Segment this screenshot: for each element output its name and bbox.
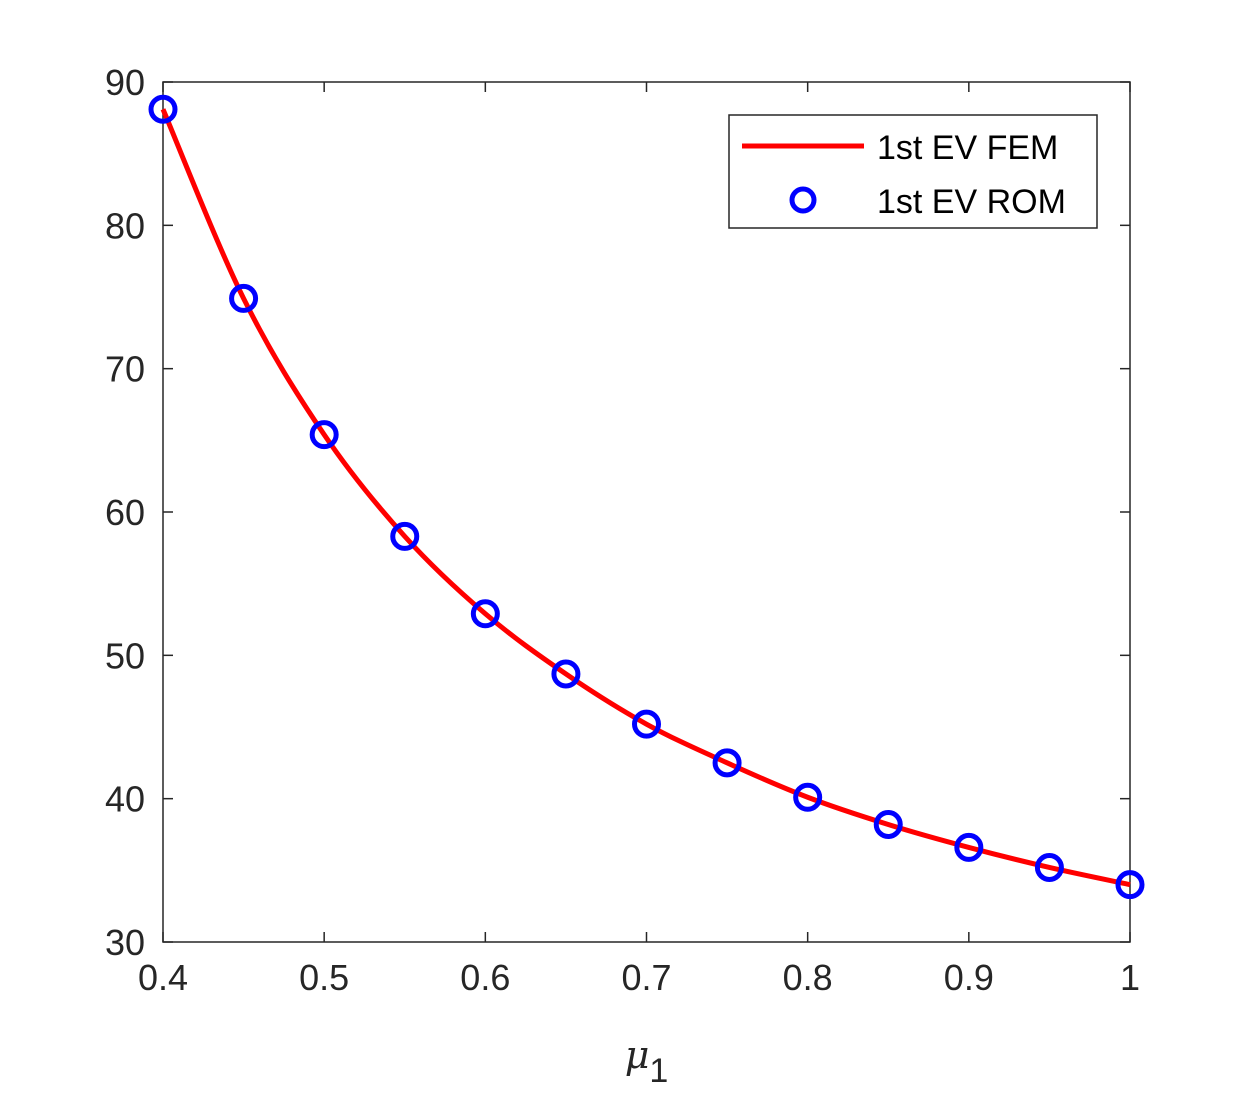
x-axis-label-subscript: 1: [649, 1052, 668, 1090]
y-tick-label: 90: [105, 62, 145, 103]
legend-marker-swatch: [789, 186, 817, 214]
x-tick-label: 0.7: [621, 957, 671, 998]
y-tick-label: 70: [105, 349, 145, 390]
rom-marker: [873, 809, 903, 839]
legend-label-rom: 1st EV ROM: [877, 183, 1066, 221]
rom-marker: [1034, 852, 1064, 882]
series-line-fem: [160, 108, 1131, 888]
rom-marker: [551, 659, 581, 689]
x-tick-label: 0.6: [460, 957, 510, 998]
x-axis-label: μ1: [625, 1033, 669, 1090]
rom-marker: [470, 599, 500, 629]
rom-marker: [148, 94, 178, 124]
y-tick-label: 50: [105, 635, 145, 676]
legend-box: [728, 114, 1098, 229]
rom-marker: [712, 748, 742, 778]
x-tick-label: 1: [1120, 957, 1140, 998]
x-axis-label-symbol: μ: [625, 1033, 650, 1077]
x-tick-label: 0.4: [138, 957, 188, 998]
legend: 1st EV FEM 1st EV ROM: [728, 114, 1098, 229]
rom-marker: [793, 782, 823, 812]
y-tick-label: 30: [105, 922, 145, 963]
axis-ticks: [162, 81, 1131, 943]
x-tick-label: 0.9: [944, 957, 994, 998]
rom-marker: [632, 709, 661, 739]
rom-marker: [229, 283, 259, 313]
rom-marker: [309, 420, 339, 450]
legend-label-fem: 1st EV FEM: [877, 129, 1058, 167]
axis-tick-labels: 0.4 0.5 0.6 0.7 0.8 0.9 1 30 40 50 60 70 80 90: [105, 62, 1140, 998]
y-tick-label: 80: [105, 205, 145, 246]
x-tick-label: 0.5: [299, 957, 349, 998]
y-tick-label: 40: [105, 779, 145, 820]
rom-marker: [390, 521, 420, 551]
series-layer: [148, 94, 1145, 900]
rom-marker: [954, 832, 984, 862]
y-tick-label: 60: [105, 492, 145, 533]
rom-marker: [1115, 870, 1145, 900]
x-tick-label: 0.8: [783, 957, 833, 998]
